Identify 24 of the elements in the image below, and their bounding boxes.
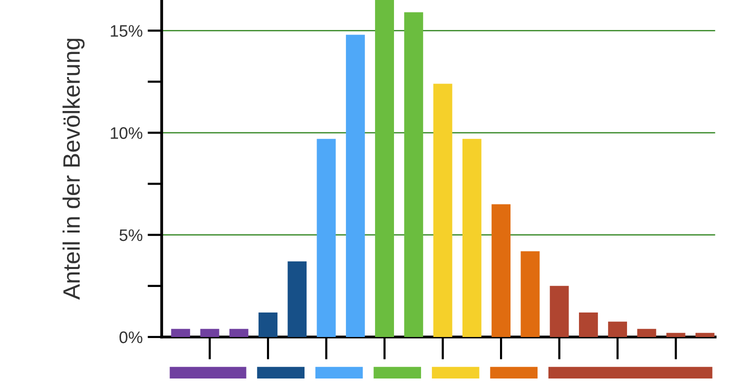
bar	[258, 312, 278, 337]
bar	[433, 84, 452, 337]
y-tick-label: 5%	[120, 229, 142, 242]
bar	[637, 328, 656, 337]
bar	[229, 328, 248, 337]
bar	[375, 0, 394, 337]
bar	[666, 332, 686, 337]
bar	[578, 312, 598, 337]
y-axis-title: Anteil in der Bevölkerung	[62, 38, 85, 300]
bar	[171, 328, 190, 337]
bar	[492, 204, 511, 337]
bar	[462, 138, 482, 337]
bar	[520, 251, 540, 337]
y-tick-label: 10%	[110, 127, 142, 139]
bar	[550, 286, 569, 337]
bar	[288, 261, 307, 337]
bar	[346, 34, 365, 337]
bar	[200, 328, 220, 337]
y-tick-label: 15%	[110, 25, 142, 37]
bar	[316, 138, 336, 337]
bar	[404, 12, 424, 337]
bar	[695, 332, 714, 337]
y-tick-label: 0%	[119, 331, 142, 344]
bar	[608, 322, 628, 337]
